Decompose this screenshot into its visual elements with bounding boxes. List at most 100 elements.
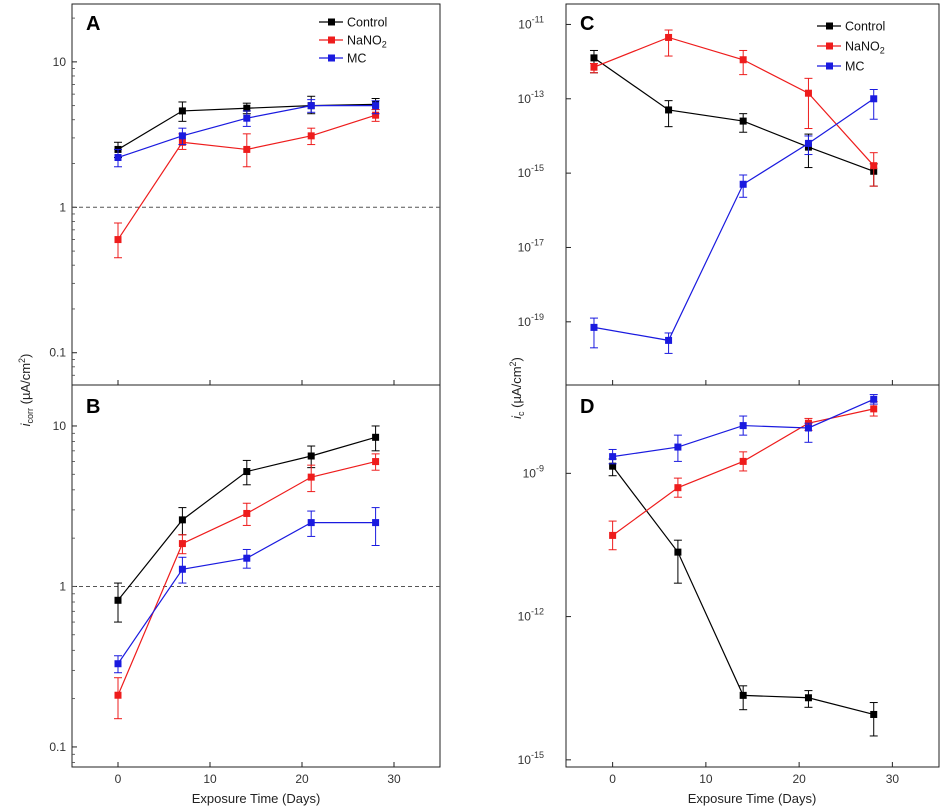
panel-a-data-point	[372, 111, 380, 119]
panel-b-data-point	[307, 452, 315, 460]
left-ylabel-units: (µA/cm	[18, 363, 33, 408]
panel-b-data-point	[243, 509, 251, 517]
panel-c-data-point	[590, 63, 598, 71]
panel-c-data-point	[870, 95, 878, 103]
panel-d-letter: D	[580, 396, 594, 418]
panel-d-data-point	[609, 453, 617, 461]
panel-a-data-point	[178, 107, 186, 115]
panel-d-data-point	[739, 457, 747, 465]
panel-b-ytick-label: 0.1	[49, 740, 66, 754]
panel-a: A 0.1 1 10 Control NaNO2 MC	[49, 3, 441, 386]
panel-b-ticks: 0 10 20 30 0.1 1 10	[49, 419, 401, 786]
panel-c-data-point	[739, 117, 747, 125]
panel-c-series-line	[593, 98, 875, 342]
panel-b-data-point	[178, 516, 186, 524]
panel-b-data-point	[114, 660, 122, 668]
panel-d-data-point	[674, 548, 682, 556]
panel-c-data-point	[665, 336, 673, 344]
right-ylabel-subscript: c	[516, 411, 526, 416]
panel-b-ytick-label: 10	[53, 419, 67, 433]
panel-d-xtick-label: 20	[792, 772, 806, 786]
panel-a-marks	[72, 95, 440, 259]
panel-d-data-point	[674, 443, 682, 451]
left-y-axis-label: icorr (µA/cm2)	[17, 354, 35, 427]
panel-c-ytick-label: 10-15	[518, 163, 544, 180]
panel-c-marks	[589, 29, 878, 354]
panel-c-data-point	[590, 323, 598, 331]
panel-c-legend-swatch-marker	[826, 62, 833, 70]
panel-a-data-point	[243, 104, 251, 112]
panel-d-data-point	[739, 422, 747, 430]
panel-d-data-point	[674, 484, 682, 492]
panel-a-data-point	[178, 132, 186, 140]
panel-a-data-point	[372, 102, 380, 110]
panel-a-legend-swatch-marker	[328, 18, 335, 26]
left-ylabel-superscript: 2	[17, 358, 27, 363]
panel-c-legend-swatch-marker	[826, 22, 833, 30]
panel-d-data-point	[804, 694, 812, 702]
panel-b-xtick-label: 20	[295, 772, 309, 786]
left-ylabel-subscript: corr	[25, 408, 35, 424]
panel-d-ytick-label: 10-12	[518, 607, 544, 624]
panel-d-ytick-label: 10-15	[518, 750, 544, 767]
panel-a-ticks: 0.1 1 10	[49, 17, 395, 386]
panel-b-data-point	[178, 565, 186, 573]
panel-d-data-point	[609, 462, 617, 470]
panel-b-data-point	[114, 596, 122, 604]
right-ylabel-close: )	[509, 357, 524, 361]
panel-b-xtick-label: 30	[387, 772, 401, 786]
left-ylabel-close: )	[18, 354, 33, 358]
panel-c-data-point	[739, 56, 747, 64]
panel-d-data-point	[609, 531, 617, 539]
panel-b-letter: B	[86, 396, 100, 418]
panel-a-data-point	[307, 132, 315, 140]
panel-c-ytick-label: 10-19	[518, 312, 544, 329]
panel-d-data-point	[870, 395, 878, 403]
panel-d-xtick-label: 0	[609, 772, 616, 786]
panel-a-ytick-label: 10	[53, 55, 67, 69]
panel-d-series-line	[612, 465, 874, 716]
panel-c-data-point	[739, 180, 747, 188]
panel-c-legend-label: NaNO2	[845, 40, 885, 56]
panel-c-ytick-label: 10-13	[518, 89, 544, 106]
panel-b-ytick-label: 1	[59, 579, 66, 593]
panel-c-legend-swatch-marker	[826, 42, 833, 50]
panel-b-frame	[71, 384, 441, 768]
panel-a-data-point	[243, 145, 251, 153]
panel-b-data-point	[178, 540, 186, 548]
panel-c-frame	[565, 3, 940, 386]
panel-d-data-point	[739, 691, 747, 699]
panel-a-legend-label: Control	[347, 16, 387, 30]
panel-d-data-point	[804, 424, 812, 432]
panel-a-ytick-label: 0.1	[49, 346, 66, 360]
panel-b-data-point	[114, 691, 122, 699]
panel-b-series-line	[117, 460, 376, 696]
panel-c-data-point	[590, 54, 598, 62]
panel-a-data-point	[243, 114, 251, 122]
panel-d: D 0 10 20 30 10-15 10-12 10-9	[518, 384, 940, 786]
panel-a-legend-label: MC	[347, 52, 366, 66]
panel-c-ytick-label: 10-17	[518, 237, 544, 254]
right-x-axis-label: Exposure Time (Days)	[688, 791, 817, 806]
panel-c-data-point	[665, 106, 673, 114]
panel-b-xtick-label: 0	[115, 772, 122, 786]
panel-d-xtick-label: 10	[699, 772, 713, 786]
panel-a-letter: A	[86, 13, 100, 35]
panel-c-legend: Control NaNO2 MC	[817, 20, 885, 74]
panel-a-ytick-label: 1	[59, 200, 66, 214]
panel-b-xtick-label: 10	[203, 772, 217, 786]
left-x-axis-label: Exposure Time (Days)	[192, 791, 321, 806]
panel-b: B 0 10 20 30 0.1 1 10	[49, 384, 441, 786]
panel-d-marks	[608, 394, 878, 737]
right-ylabel-superscript: 2	[508, 361, 518, 366]
panel-b-data-point	[307, 519, 315, 527]
panel-c-series-line	[593, 57, 874, 172]
panel-c-data-point	[870, 162, 878, 170]
panel-b-data-point	[372, 519, 380, 527]
panel-c-letter: C	[580, 13, 594, 35]
panel-a-legend-swatch-marker	[328, 36, 335, 44]
panel-b-data-point	[243, 468, 251, 476]
right-y-axis-label: ic (µA/cm2)	[508, 357, 526, 419]
panel-a-data-point	[114, 236, 122, 244]
panel-a-legend-swatch-marker	[328, 54, 335, 62]
